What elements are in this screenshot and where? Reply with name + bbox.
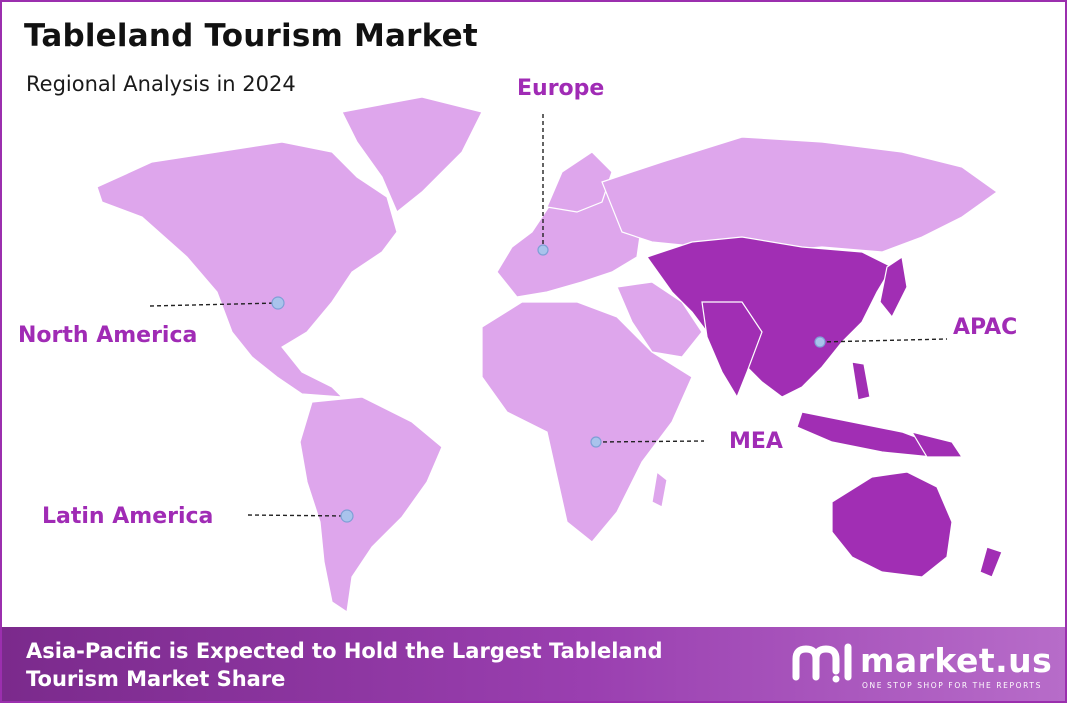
footer-headline: Asia-Pacific is Expected to Hold the Lar…: [26, 639, 663, 691]
world-map: [96, 96, 1003, 614]
region-label-europe: Europe: [517, 76, 605, 101]
australia-shape: [831, 471, 953, 578]
region-label-apac: APAC: [953, 315, 1018, 340]
leader-lines: [149, 114, 948, 517]
greenland-shape: [341, 96, 483, 213]
market-us-logo-icon: [792, 643, 852, 683]
scandinavia-shape: [546, 151, 613, 213]
madagascar-shape: [651, 470, 668, 508]
mea-marker: [590, 436, 602, 448]
philippines-shape: [851, 361, 871, 401]
russia-shape: [601, 136, 999, 253]
north-america-leader-line: [149, 302, 279, 307]
new-zealand-shape: [979, 546, 1003, 578]
brand-logo: market.us ONE STOP SHOP FOR THE REPORTS: [792, 641, 1052, 690]
latin-america-leader-line: [247, 514, 348, 517]
apac-highlight: [646, 236, 1003, 578]
north-america-marker: [271, 296, 285, 310]
brand-tagline: ONE STOP SHOP FOR THE REPORTS: [862, 681, 1042, 690]
apac-leader-line: [819, 338, 948, 343]
apac-marker: [814, 336, 826, 348]
africa-shape: [481, 301, 693, 543]
europe-marker: [537, 244, 549, 256]
base-landmass: [96, 96, 999, 614]
brand-name: market.us: [860, 641, 1053, 680]
latin-america-marker: [340, 509, 354, 523]
page-subtitle: Regional Analysis in 2024: [26, 72, 296, 96]
south-america-shape: [299, 396, 443, 614]
region-label-north-america: North America: [18, 323, 198, 348]
india-shape: [701, 301, 763, 399]
region-label-mea: MEA: [729, 429, 783, 454]
page-title: Tableland Tourism Market: [24, 18, 478, 54]
region-label-latin-america: Latin America: [42, 504, 214, 529]
middle-east-shape: [616, 281, 703, 358]
japan-shape: [879, 255, 908, 319]
north-america-shape: [96, 141, 398, 398]
region-markers: [271, 244, 826, 523]
papua-shape: [910, 431, 964, 458]
footer-banner: Asia-Pacific is Expected to Hold the Lar…: [2, 627, 1065, 701]
